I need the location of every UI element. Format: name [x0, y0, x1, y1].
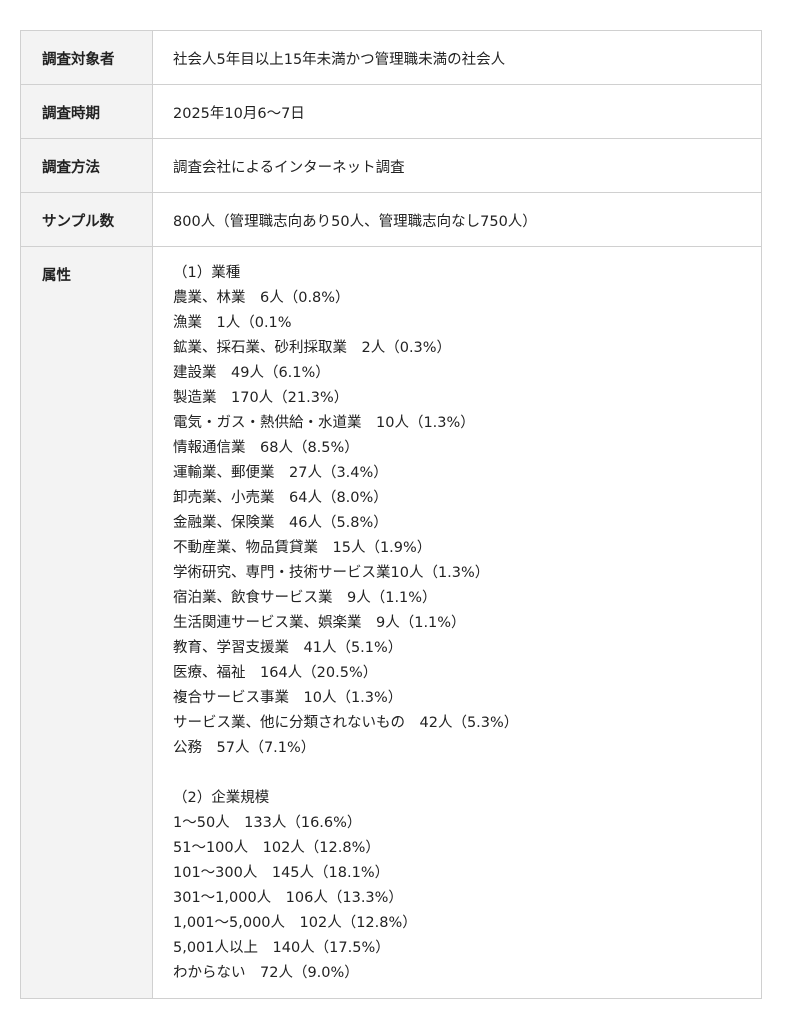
attribute-line: サービス業、他に分類されないもの 42人（5.3%）	[173, 715, 519, 731]
attribute-line: 教育、学習支援業 41人（5.1%）	[173, 640, 403, 656]
attribute-line: 101〜300人 145人（18.1%）	[173, 865, 390, 881]
row-label: 調査方法	[20, 138, 153, 193]
attribute-line: 複合サービス事業 10人（1.3%）	[173, 690, 403, 706]
attribute-line: 生活関連サービス業、娯楽業 9人（1.1%）	[173, 615, 466, 631]
attribute-line: 学術研究、専門・技術サービス業10人（1.3%）	[173, 565, 490, 581]
attribute-line: 卸売業、小売業 64人（8.0%）	[173, 490, 388, 506]
row-label: サンプル数	[20, 192, 153, 247]
row-label: 属性	[20, 246, 153, 999]
row-target: 調査対象者 社会人5年目以上15年未満かつ管理職未満の社会人	[20, 30, 762, 85]
attribute-line: 鉱業、採石業、砂利採取業 2人（0.3%）	[173, 340, 452, 356]
attribute-line: （1）業種	[173, 265, 241, 281]
attribute-line: 金融業、保険業 46人（5.8%）	[173, 515, 388, 531]
attribute-line: 不動産業、物品賃貸業 15人（1.9%）	[173, 540, 432, 556]
survey-overview-table: 調査対象者 社会人5年目以上15年未満かつ管理職未満の社会人 調査時期 2025…	[20, 30, 762, 999]
attribute-line: 1〜50人 133人（16.6%）	[173, 815, 362, 831]
attribute-line: 製造業 170人（21.3%）	[173, 390, 349, 406]
spacer-line	[173, 761, 761, 786]
attribute-line: 農業、林業 6人（0.8%）	[173, 290, 350, 306]
attribute-line: わからない 72人（9.0%）	[173, 965, 359, 981]
attributes-list: （1）業種農業、林業 6人（0.8%） 漁業 1人（0.1% 鉱業、採石業、砂利採取…	[152, 246, 762, 999]
row-period: 調査時期 2025年10月6〜7日	[20, 84, 762, 139]
attribute-line: 5,001人以上 140人（17.5%）	[173, 940, 390, 956]
attribute-line: 漁業 1人（0.1%	[173, 315, 292, 331]
attribute-line: （2）企業規模	[173, 790, 270, 806]
attribute-line: 運輸業、郵便業 27人（3.4%）	[173, 465, 388, 481]
attribute-line: 電気・ガス・熱供給・水道業 10人（1.3%）	[173, 415, 475, 431]
attribute-line: 51〜100人 102人（12.8%）	[173, 840, 380, 856]
attribute-line: 宿泊業、飲食サービス業 9人（1.1%）	[173, 590, 437, 606]
row-attributes: 属性 （1）業種農業、林業 6人（0.8%） 漁業 1人（0.1% 鉱業、採石業、砂…	[20, 246, 762, 999]
attribute-line: 301〜1,000人 106人（13.3%）	[173, 890, 403, 906]
row-label: 調査時期	[20, 84, 153, 139]
row-value: 2025年10月6〜7日	[152, 84, 762, 139]
attribute-line: 建設業 49人（6.1%）	[173, 365, 330, 381]
attribute-line: 情報通信業 68人（8.5%）	[173, 440, 359, 456]
row-sample-size: サンプル数 800人（管理職志向あり50人、管理職志向なし750人）	[20, 192, 762, 247]
row-method: 調査方法 調査会社によるインターネット調査	[20, 138, 762, 193]
row-value: 800人（管理職志向あり50人、管理職志向なし750人）	[152, 192, 762, 247]
attribute-line: 1,001〜5,000人 102人（12.8%）	[173, 915, 417, 931]
attribute-line: 医療、福祉 164人（20.5%）	[173, 665, 378, 681]
row-value: 調査会社によるインターネット調査	[152, 138, 762, 193]
attribute-line: 公務 57人（7.1%）	[173, 740, 316, 756]
row-value: 社会人5年目以上15年未満かつ管理職未満の社会人	[152, 30, 762, 85]
row-label: 調査対象者	[20, 30, 153, 85]
